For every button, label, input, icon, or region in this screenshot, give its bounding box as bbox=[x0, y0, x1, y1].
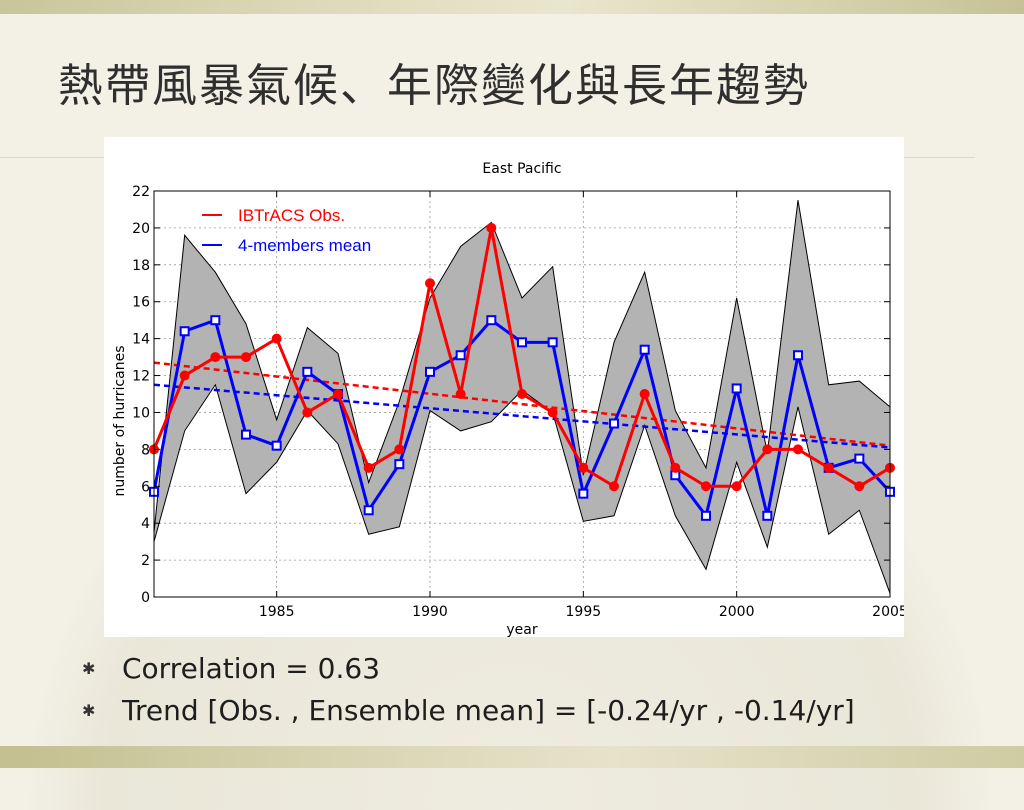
bullet-text-correlation: Correlation = 0.63 bbox=[122, 652, 381, 685]
data-point-mean bbox=[517, 337, 527, 348]
data-point-mean bbox=[854, 453, 865, 464]
data-point-obs bbox=[609, 481, 619, 492]
data-point-obs bbox=[670, 462, 681, 473]
data-point-mean bbox=[179, 326, 190, 337]
y-tick-label: 8 bbox=[141, 442, 150, 458]
y-tick-label: 22 bbox=[132, 184, 150, 200]
data-point-mean bbox=[762, 510, 773, 521]
data-point-obs bbox=[823, 462, 834, 473]
asterisk-bullet-icon: ✱ bbox=[82, 701, 96, 720]
data-point-obs bbox=[547, 407, 558, 418]
series-layer bbox=[149, 222, 895, 521]
y-tick-label: 14 bbox=[132, 332, 150, 348]
x-tick-label: 1990 bbox=[412, 604, 448, 620]
bullet-list: ✱ Correlation = 0.63 ✱ Trend [Obs. , Ens… bbox=[82, 648, 982, 732]
asterisk-bullet-icon: ✱ bbox=[82, 659, 96, 678]
x-axis-label: year bbox=[506, 622, 537, 637]
data-point-obs bbox=[302, 407, 313, 418]
data-point-mean bbox=[701, 510, 711, 521]
y-axis-label: number of hurricanes bbox=[112, 346, 128, 497]
data-point-mean bbox=[731, 383, 742, 394]
bullet-text-trend: Trend [Obs. , Ensemble mean] = [-0.24/yr… bbox=[122, 694, 855, 727]
tick-layer: 0 2 4 6 8 10 12 14 16 18 20 22 1985 1990 1995 2000 2005 bbox=[132, 184, 904, 620]
y-tick-label: 20 bbox=[132, 221, 150, 237]
x-tick-label: 2005 bbox=[872, 604, 904, 620]
data-point-obs bbox=[179, 370, 190, 381]
data-point-obs bbox=[793, 444, 803, 455]
bullet-item-correlation: ✱ Correlation = 0.63 bbox=[82, 648, 982, 690]
plot-frame bbox=[153, 190, 891, 598]
data-point-obs bbox=[517, 389, 527, 399]
slide-title: 熱帶風暴氣候、年際變化與長年趨勢 bbox=[58, 59, 811, 112]
x-tick-label: 1995 bbox=[566, 604, 602, 620]
data-point-mean bbox=[425, 366, 435, 377]
data-point-obs bbox=[333, 389, 343, 399]
bottom-decorative-band bbox=[0, 746, 1024, 768]
data-point-mean bbox=[210, 315, 221, 326]
data-point-obs bbox=[762, 444, 773, 455]
data-point-obs bbox=[394, 444, 405, 455]
data-point-mean bbox=[455, 350, 466, 361]
x-tick-label: 1985 bbox=[259, 604, 295, 620]
y-tick-label: 2 bbox=[141, 553, 150, 569]
y-tick-label: 16 bbox=[132, 295, 150, 311]
trend-line-mean bbox=[153, 383, 891, 449]
data-point-obs bbox=[210, 352, 221, 363]
data-point-obs bbox=[639, 389, 650, 399]
top-decorative-band bbox=[0, 0, 1024, 14]
y-tick-label: 4 bbox=[141, 516, 150, 532]
data-point-mean bbox=[578, 488, 589, 499]
y-tick-label: 10 bbox=[132, 405, 150, 421]
data-point-obs bbox=[578, 462, 589, 473]
data-point-mean bbox=[363, 505, 374, 516]
data-point-mean bbox=[394, 459, 405, 470]
data-point-mean bbox=[302, 366, 313, 377]
legend-label-obs: IBTrACS Obs. bbox=[238, 206, 345, 225]
data-point-obs bbox=[854, 481, 865, 492]
y-tick-label: 6 bbox=[141, 479, 150, 495]
data-point-mean bbox=[271, 440, 282, 451]
trend-line-obs bbox=[153, 361, 891, 447]
data-point-mean bbox=[793, 350, 803, 361]
legend: IBTrACS Obs. 4-members mean bbox=[202, 206, 371, 255]
bullet-item-trend: ✱ Trend [Obs. , Ensemble mean] = [-0.24/… bbox=[82, 690, 982, 732]
data-point-obs bbox=[363, 462, 374, 473]
data-point-obs bbox=[731, 481, 742, 492]
x-tick-label: 2000 bbox=[719, 604, 755, 620]
chart-title: East Pacific bbox=[482, 161, 561, 177]
data-point-mean bbox=[639, 344, 650, 355]
y-tick-label: 12 bbox=[132, 369, 150, 385]
data-point-obs bbox=[486, 222, 497, 233]
y-tick-label: 0 bbox=[141, 590, 150, 606]
data-point-obs bbox=[701, 481, 711, 492]
data-point-obs bbox=[425, 278, 435, 289]
data-point-mean bbox=[547, 337, 558, 348]
chart-panel: 0 2 4 6 8 10 12 14 16 18 20 22 1985 1990 1995 2000 2005 … bbox=[104, 137, 904, 637]
data-point-mean bbox=[609, 418, 619, 429]
data-point-mean bbox=[241, 429, 251, 440]
data-point-mean bbox=[486, 315, 497, 326]
y-tick-label: 18 bbox=[132, 258, 150, 274]
legend-label-mean: 4-members mean bbox=[238, 236, 371, 255]
trend-layer bbox=[153, 361, 891, 449]
data-point-obs bbox=[455, 389, 466, 399]
data-point-obs bbox=[241, 352, 251, 363]
data-point-obs bbox=[271, 333, 282, 344]
